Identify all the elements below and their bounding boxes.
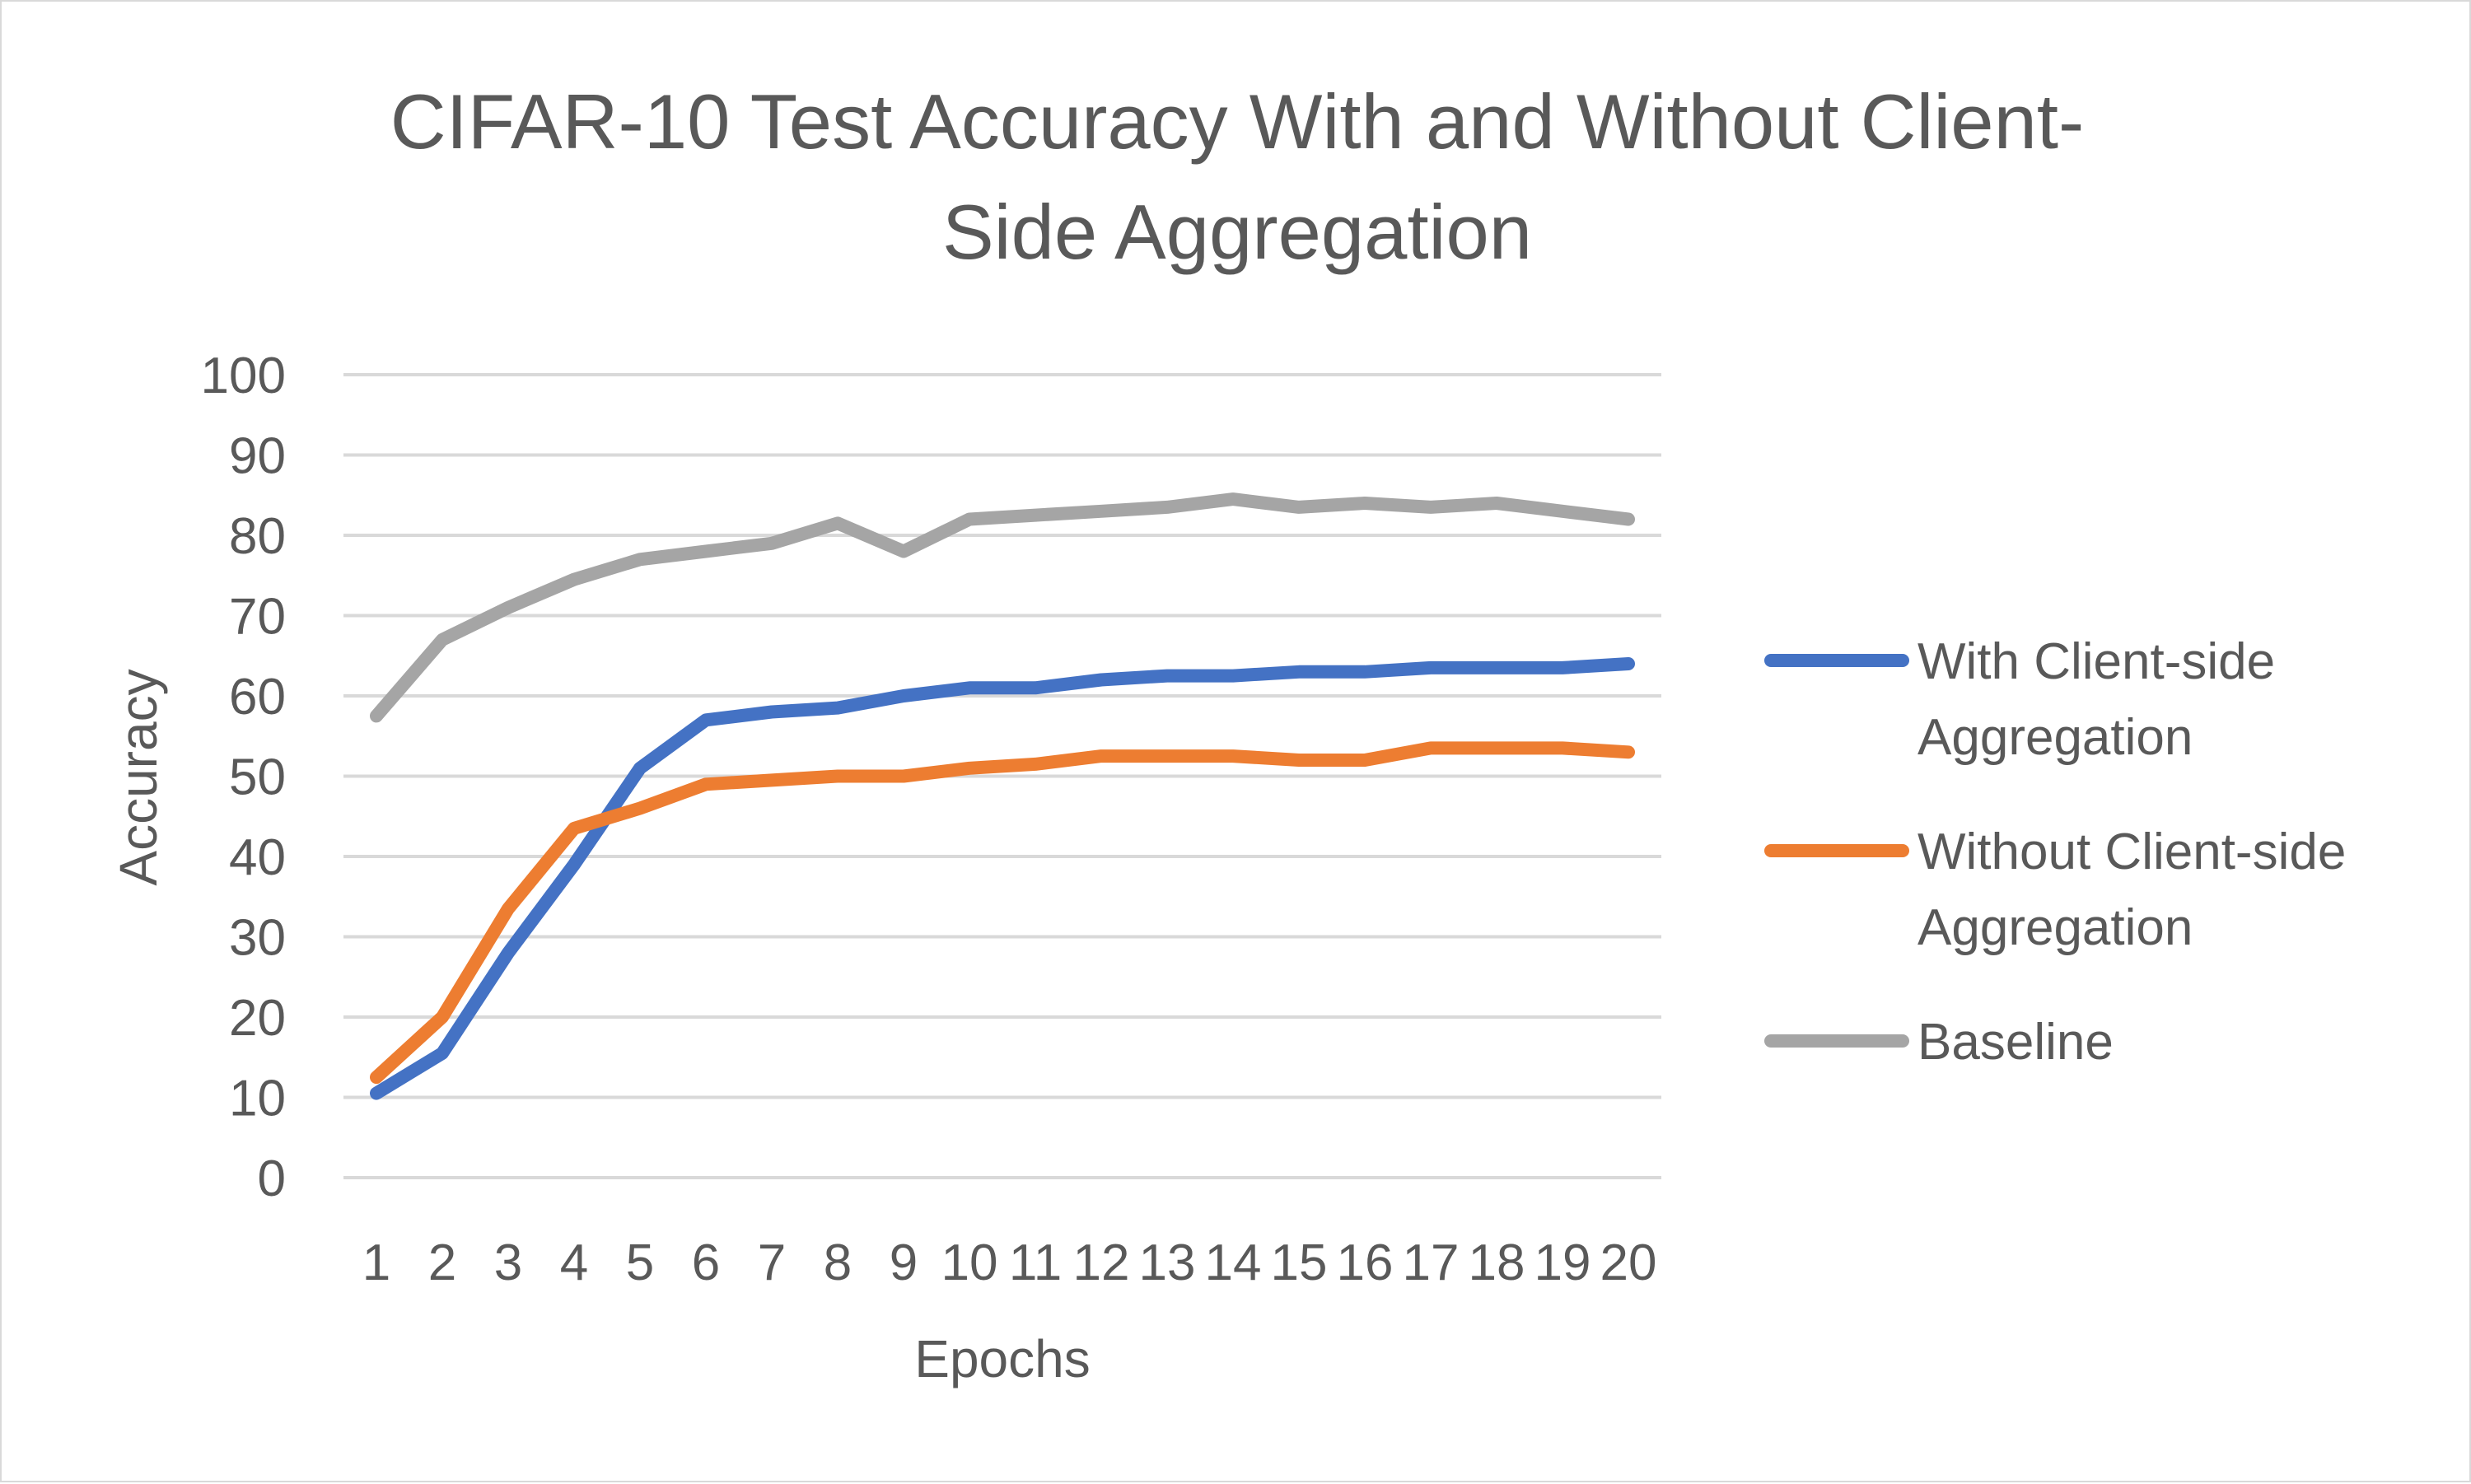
series-line — [370, 492, 1635, 723]
x-axis-label: Epochs — [914, 1329, 1090, 1388]
y-tick-label: 100 — [201, 348, 286, 404]
x-tick-label: 18 — [1469, 1234, 1525, 1291]
x-tick-label: 8 — [824, 1234, 852, 1291]
x-tick-label: 6 — [692, 1234, 720, 1291]
x-tick-label: 20 — [1600, 1234, 1657, 1291]
x-tick-label: 1 — [362, 1234, 390, 1291]
x-axis-ticks: 1 2 3 4 5 6 7 8 9 10 11 12 13 14 15 16 17 18 19 20 — [362, 1234, 1657, 1291]
x-tick-label: 16 — [1337, 1234, 1394, 1291]
x-tick-label: 2 — [428, 1234, 456, 1291]
legend-label: Without Client-side — [1917, 824, 2346, 880]
legend-label: With Client-side — [1917, 633, 2275, 690]
series-lines — [370, 492, 1635, 1100]
legend: With Client-side Aggregation Without Clien… — [1764, 633, 2346, 1071]
x-tick-label: 7 — [758, 1234, 786, 1291]
x-tick-label: 14 — [1205, 1234, 1262, 1291]
x-tick-label: 9 — [890, 1234, 918, 1291]
x-tick-label: 3 — [494, 1234, 522, 1291]
series-line — [370, 741, 1635, 1085]
y-tick-label: 40 — [229, 829, 286, 886]
y-tick-label: 80 — [229, 508, 286, 565]
y-tick-label: 20 — [229, 990, 286, 1047]
y-tick-label: 30 — [229, 910, 286, 967]
legend-label: Aggregation — [1917, 709, 2193, 766]
y-tick-label: 50 — [229, 749, 286, 806]
x-tick-label: 13 — [1139, 1234, 1196, 1291]
gridlines — [343, 373, 1661, 1179]
y-axis-ticks: 0 10 20 30 40 50 60 70 80 90 100 — [201, 348, 286, 1207]
y-axis-label: Accuracy — [109, 669, 168, 885]
x-tick-label: 10 — [941, 1234, 998, 1291]
legend-label: Aggregation — [1917, 899, 2193, 956]
x-tick-label: 19 — [1534, 1234, 1591, 1291]
y-tick-label: 10 — [229, 1071, 286, 1127]
x-tick-label: 11 — [1009, 1234, 1062, 1291]
x-tick-label: 12 — [1073, 1234, 1130, 1291]
series-line — [370, 657, 1635, 1100]
y-tick-label: 0 — [258, 1150, 286, 1207]
y-tick-label: 90 — [229, 428, 286, 485]
y-tick-label: 60 — [229, 669, 286, 726]
y-tick-label: 70 — [229, 589, 286, 646]
x-tick-label: 15 — [1271, 1234, 1328, 1291]
legend-label: Baseline — [1917, 1014, 2114, 1071]
x-tick-label: 17 — [1403, 1234, 1460, 1291]
chart-title-line-2: Side Aggregation — [942, 189, 1532, 275]
chart-title-line-1: CIFAR-10 Test Accuracy With and Without … — [390, 78, 2085, 165]
x-tick-label: 5 — [626, 1234, 654, 1291]
x-tick-label: 4 — [560, 1234, 588, 1291]
